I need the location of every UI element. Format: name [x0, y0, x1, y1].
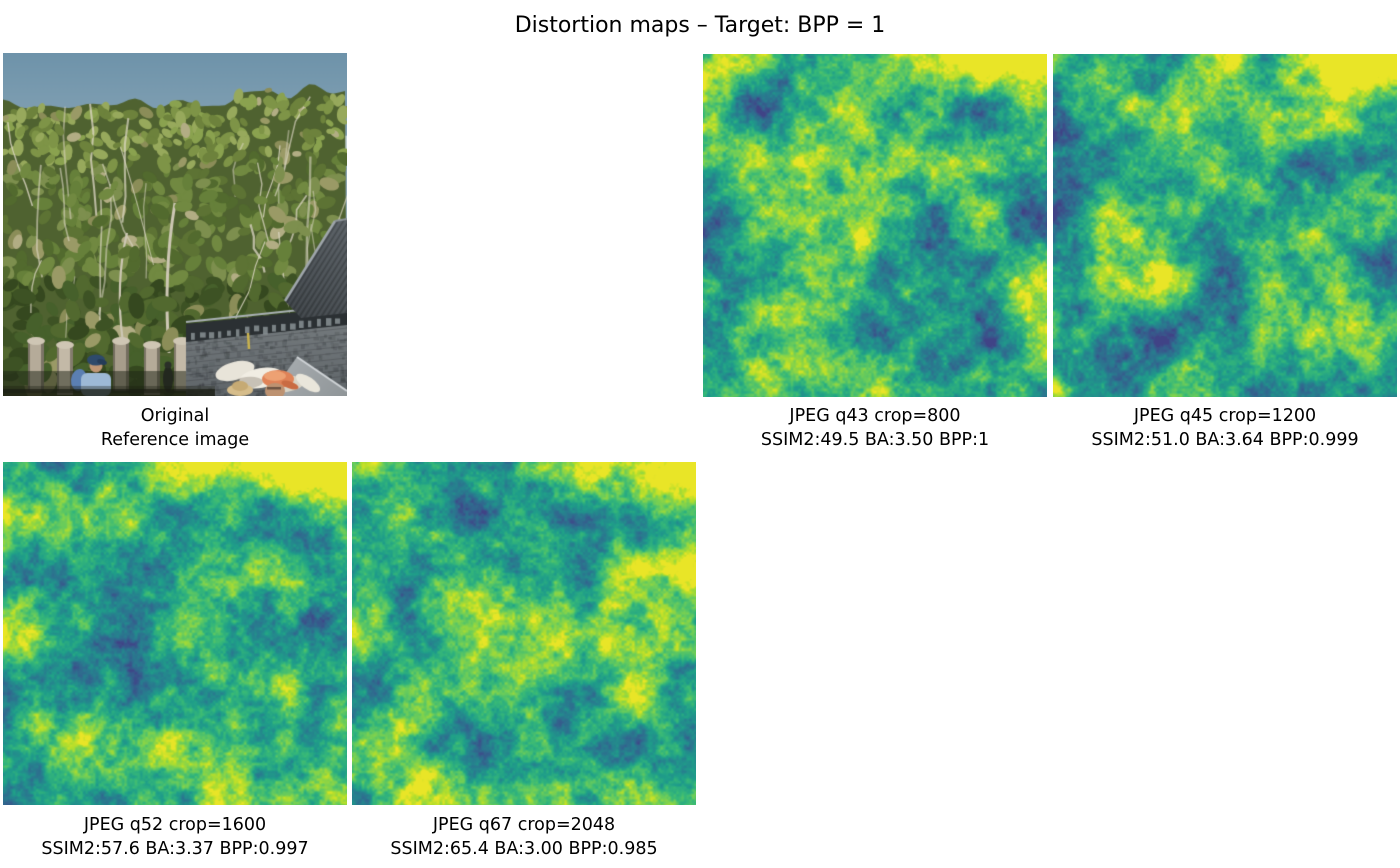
caption-q67-line2: SSIM2:65.4 BA:3.00 BPP:0.985 [390, 839, 658, 859]
figure-title: Distortion maps – Target: BPP = 1 [514, 13, 886, 38]
panel-original [3, 53, 347, 396]
distortion-map-q52 [3, 462, 347, 805]
caption-jpeg-q67: JPEG q67 crop=2048 SSIM2:65.4 BA:3.00 BP… [352, 813, 696, 861]
caption-jpeg-q52: JPEG q52 crop=1600 SSIM2:57.6 BA:3.37 BP… [3, 813, 347, 861]
panel-jpeg-q67 [352, 462, 696, 805]
caption-q43-line1: JPEG q43 crop=800 [789, 406, 961, 426]
panel-jpeg-q52 [3, 462, 347, 805]
caption-q45-line1: JPEG q45 crop=1200 [1133, 406, 1317, 426]
distortion-map-q67 [352, 462, 696, 805]
panel-jpeg-q43 [703, 54, 1047, 397]
original-photo-image [3, 53, 347, 396]
caption-jpeg-q45: JPEG q45 crop=1200 SSIM2:51.0 BA:3.64 BP… [1053, 404, 1397, 452]
caption-jpeg-q43: JPEG q43 crop=800 SSIM2:49.5 BA:3.50 BPP… [703, 404, 1047, 452]
caption-q45-line2: SSIM2:51.0 BA:3.64 BPP:0.999 [1091, 430, 1359, 450]
caption-q52-line1: JPEG q52 crop=1600 [83, 815, 267, 835]
caption-q67-line1: JPEG q67 crop=2048 [432, 815, 616, 835]
caption-q43-line2: SSIM2:49.5 BA:3.50 BPP:1 [760, 430, 990, 450]
caption-original: Original Reference image [3, 404, 347, 452]
panel-jpeg-q45 [1053, 54, 1397, 397]
caption-q52-line2: SSIM2:57.6 BA:3.37 BPP:0.997 [41, 839, 309, 859]
caption-original-line2: Reference image [100, 430, 250, 450]
caption-original-line1: Original [140, 406, 210, 426]
distortion-map-q45 [1053, 54, 1397, 397]
distortion-map-q43 [703, 54, 1047, 397]
